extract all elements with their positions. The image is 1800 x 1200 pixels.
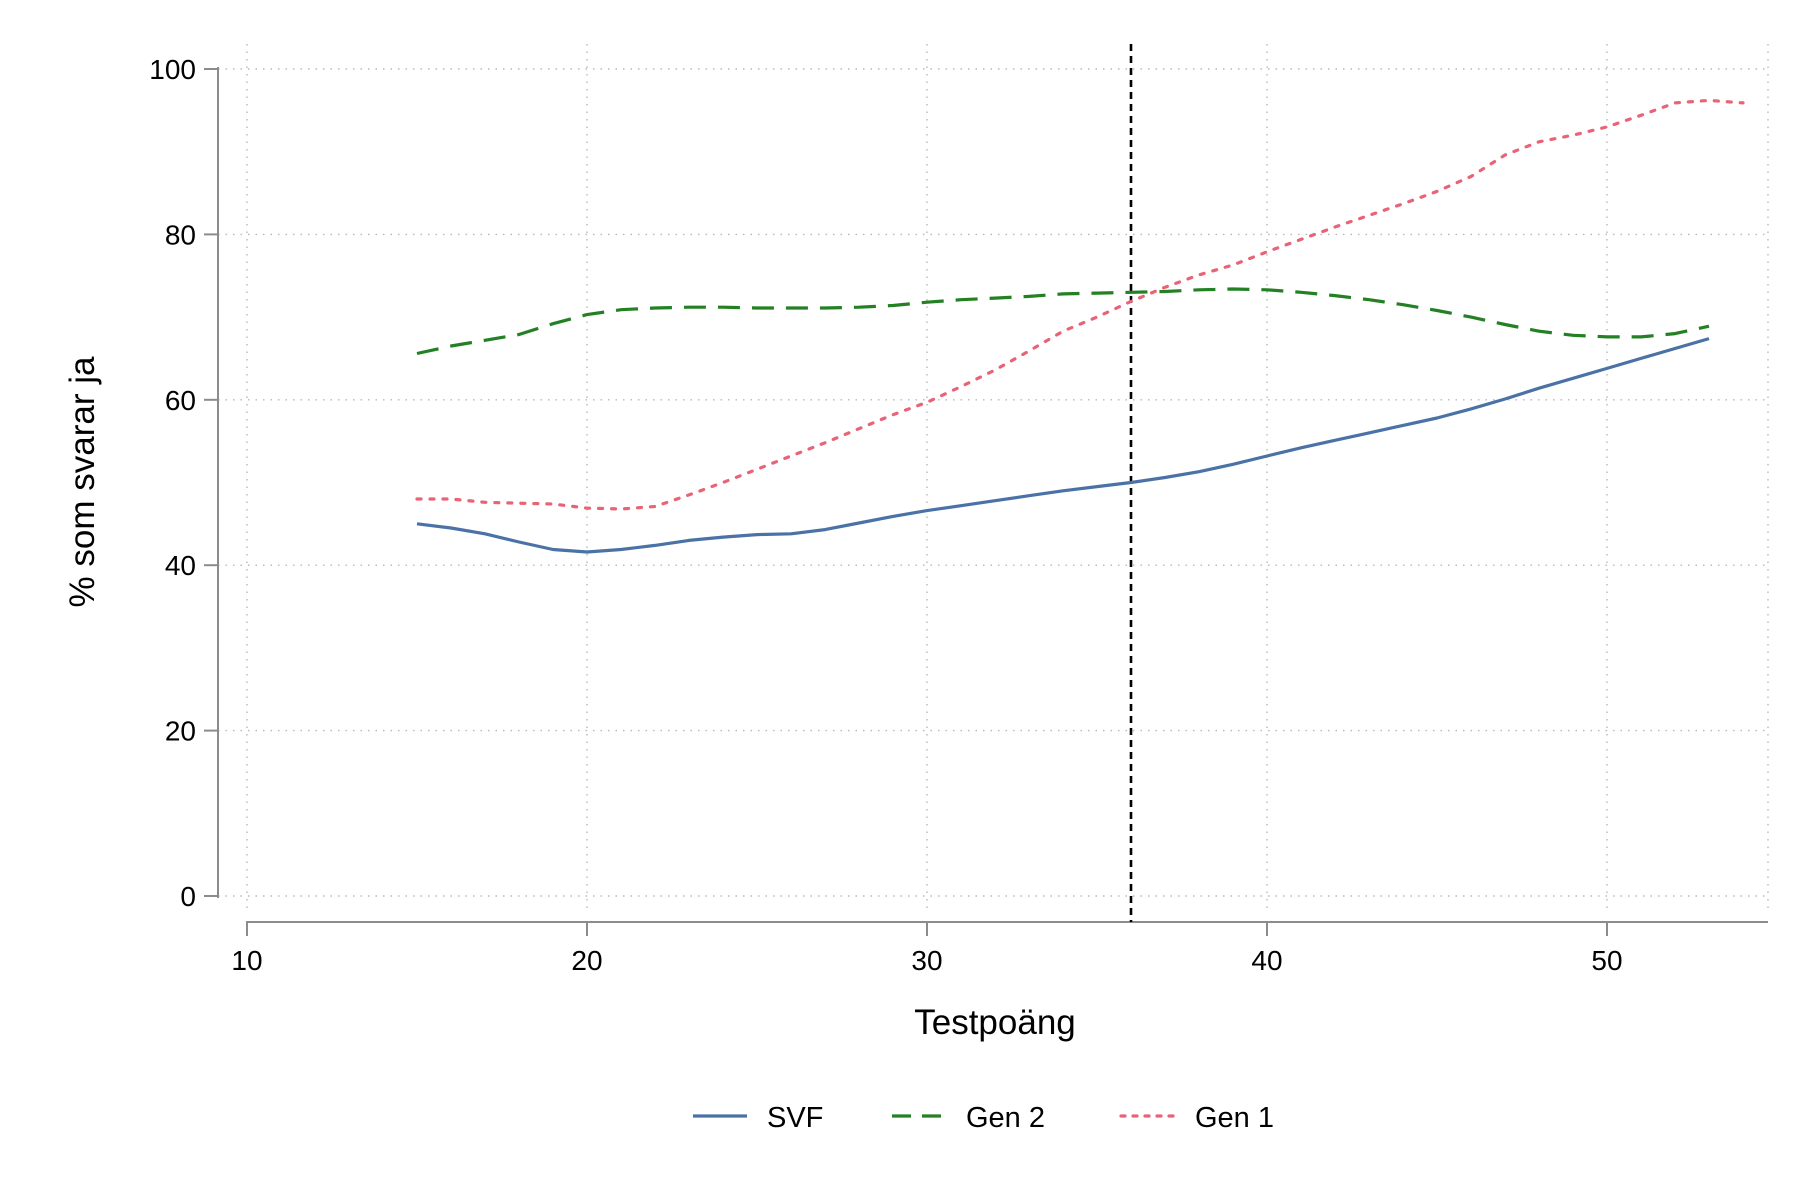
series-line-gen-2 [416, 287, 1710, 356]
y-axis-title: % som svarar ja [63, 356, 102, 607]
legend-label: Gen 1 [1195, 1102, 1274, 1134]
series-line-svf [416, 337, 1710, 554]
y-tick-label: 100 [149, 54, 196, 85]
legend-label: SVF [767, 1102, 823, 1134]
x-axis-title: Testpoäng [914, 1003, 1076, 1042]
y-tick-label: 40 [165, 550, 196, 581]
y-tick-label: 20 [165, 716, 196, 747]
legend-label: Gen 2 [966, 1102, 1045, 1134]
tick-labels: 0 20 40 60 80 100 10 20 30 40 50 [149, 54, 1622, 976]
x-tick-label: 40 [1251, 945, 1282, 976]
y-tick-label: 80 [165, 219, 196, 250]
y-tick-label: 60 [165, 385, 196, 416]
x-tick-label: 10 [231, 945, 262, 976]
x-tick-label: 50 [1591, 945, 1622, 976]
axes [204, 67, 1768, 936]
x-tick-label: 30 [911, 945, 942, 976]
legend: SVF Gen 2 Gen 1 [693, 1102, 1274, 1134]
x-tick-label: 20 [571, 945, 602, 976]
gridlines [218, 44, 1769, 910]
series-line-gen-1 [415, 98, 1745, 511]
series-group [415, 98, 1745, 554]
y-tick-label: 0 [180, 881, 196, 912]
